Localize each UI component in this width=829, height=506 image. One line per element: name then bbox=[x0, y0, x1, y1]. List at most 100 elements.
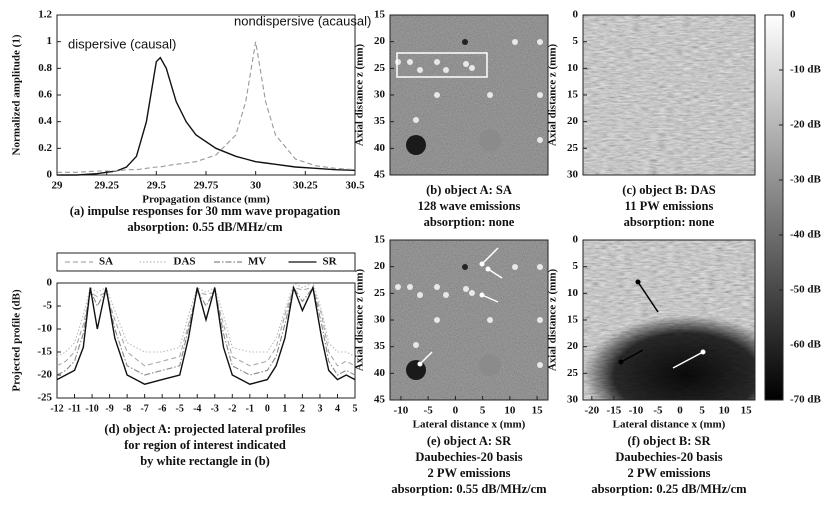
dark-spot bbox=[462, 39, 468, 45]
y-tick-label: 30 bbox=[374, 314, 386, 326]
colorbar bbox=[764, 14, 784, 401]
y-tick-label: 0.2 bbox=[38, 142, 52, 154]
y-tick-label: 25 bbox=[567, 367, 579, 379]
bright-spot bbox=[463, 61, 469, 67]
bright-spot bbox=[537, 317, 543, 323]
dark-spot bbox=[462, 264, 468, 270]
bright-spot bbox=[537, 92, 543, 98]
x-axis-label: Lateral distance x (mm) bbox=[413, 419, 526, 431]
y-tick-label: 15 bbox=[567, 89, 579, 101]
x-tick-label: 1 bbox=[282, 403, 287, 414]
y-tick-label: 35 bbox=[374, 115, 386, 127]
arrow-head bbox=[618, 359, 624, 365]
y-tick-label: 25 bbox=[374, 62, 386, 74]
x-tick-label: -12 bbox=[50, 403, 63, 414]
bright-spot bbox=[417, 67, 423, 73]
x-tick-label: 29.5 bbox=[147, 180, 167, 192]
y-tick-label: 30 bbox=[567, 394, 579, 406]
bright-spot bbox=[413, 342, 419, 348]
y-tick-label: 10 bbox=[567, 287, 579, 299]
bright-spot bbox=[469, 290, 475, 296]
y-tick-label: 20 bbox=[567, 115, 579, 127]
caption-line: absorption: 0.55 dB/MHz/cm bbox=[127, 220, 283, 234]
y-tick-label: -5 bbox=[43, 300, 53, 312]
dark-cyst bbox=[406, 360, 426, 380]
y-tick-label: 35 bbox=[374, 340, 386, 352]
arrow-head bbox=[479, 292, 485, 298]
legend-label: MV bbox=[248, 256, 266, 268]
y-axis-label: Axial distance z (mm) bbox=[547, 43, 559, 146]
x-tick-label: 15 bbox=[532, 405, 544, 417]
y-tick-label: 20 bbox=[374, 35, 386, 47]
series-label: dispersive (causal) bbox=[68, 36, 176, 51]
x-tick-label: -10 bbox=[394, 405, 409, 417]
caption-line: (b) object A: SA bbox=[426, 183, 512, 197]
y-tick-label: -70 dB bbox=[790, 394, 822, 406]
x-tick-label: 30.5 bbox=[345, 180, 365, 192]
x-tick-label: 0 bbox=[677, 405, 683, 417]
arrow bbox=[481, 247, 499, 265]
y-tick-label: -15 bbox=[37, 346, 52, 358]
caption-line: 2 PW emissions bbox=[427, 466, 510, 480]
dark-region bbox=[583, 300, 755, 400]
arrow-head bbox=[417, 361, 423, 367]
y-tick-label: -20 bbox=[37, 369, 52, 381]
y-axis-label: Projected profile (dB) bbox=[11, 289, 23, 392]
caption-line: 128 wave emissions bbox=[418, 199, 521, 213]
arrow bbox=[672, 351, 704, 369]
caption-line: (d) object A: projected lateral profiles bbox=[104, 422, 305, 436]
x-tick-label: -10 bbox=[629, 405, 644, 417]
series-line bbox=[56, 286, 356, 367]
x-tick-label: 0 bbox=[453, 405, 459, 417]
dark-cyst bbox=[406, 135, 426, 155]
bright-spot bbox=[443, 67, 449, 73]
y-tick-label: -20 dB bbox=[790, 119, 822, 131]
y-tick-label: 25 bbox=[374, 287, 386, 299]
caption-line: Daubechies-20 basis bbox=[415, 450, 522, 464]
x-tick-label: -6 bbox=[158, 403, 166, 414]
y-axis-label: Axial distance z (mm) bbox=[354, 268, 366, 371]
bright-spot bbox=[413, 117, 419, 123]
x-tick-label: 5 bbox=[480, 405, 486, 417]
y-tick-label: 1.2 bbox=[38, 9, 52, 21]
x-tick-label: 5 bbox=[699, 405, 705, 417]
y-tick-label: -30 dB bbox=[790, 174, 822, 186]
bright-spot bbox=[434, 59, 440, 65]
y-tick-label: 0 bbox=[47, 169, 53, 181]
x-tick-label: -2 bbox=[228, 403, 236, 414]
caption-line: (c) object B: DAS bbox=[622, 183, 715, 197]
arrow bbox=[620, 349, 644, 363]
bright-spot bbox=[537, 362, 543, 368]
arrow bbox=[487, 268, 503, 279]
x-tick-label: -3 bbox=[211, 403, 219, 414]
caption-line: Daubechies-20 basis bbox=[615, 450, 722, 464]
y-tick-label: 30 bbox=[374, 89, 386, 101]
bright-spot bbox=[487, 317, 493, 323]
y-tick-label: 0 bbox=[790, 9, 796, 21]
x-tick-label: -7 bbox=[140, 403, 148, 414]
bright-spot bbox=[537, 137, 543, 143]
bright-spot bbox=[407, 59, 413, 65]
x-tick-label: -20 bbox=[584, 405, 599, 417]
bright-spot bbox=[469, 65, 475, 71]
caption-line: for region of interest indicated bbox=[124, 438, 286, 452]
y-tick-label: -60 dB bbox=[790, 339, 822, 351]
x-tick-label: -15 bbox=[607, 405, 622, 417]
arrow bbox=[481, 294, 499, 303]
gray-cyst bbox=[479, 354, 501, 376]
x-axis-label: Lateral distance x (mm) bbox=[613, 419, 726, 431]
x-tick-label: 5 bbox=[353, 403, 358, 414]
series-line bbox=[57, 56, 356, 176]
caption-line: 11 PW emissions bbox=[625, 199, 714, 213]
caption-line: absorption: 0.55 dB/MHz/cm bbox=[391, 482, 547, 496]
x-tick-label: 3 bbox=[317, 403, 322, 414]
x-tick-label: 30 bbox=[250, 180, 262, 192]
y-tick-label: 0 bbox=[573, 234, 579, 246]
plot-frame bbox=[56, 282, 356, 399]
series-line bbox=[56, 286, 356, 376]
x-tick-label: 4 bbox=[335, 403, 340, 414]
x-tick-label: 2 bbox=[300, 403, 305, 414]
x-tick-label: -5 bbox=[653, 405, 663, 417]
x-tick-label: 29.25 bbox=[94, 180, 119, 192]
bright-spot bbox=[512, 264, 518, 270]
